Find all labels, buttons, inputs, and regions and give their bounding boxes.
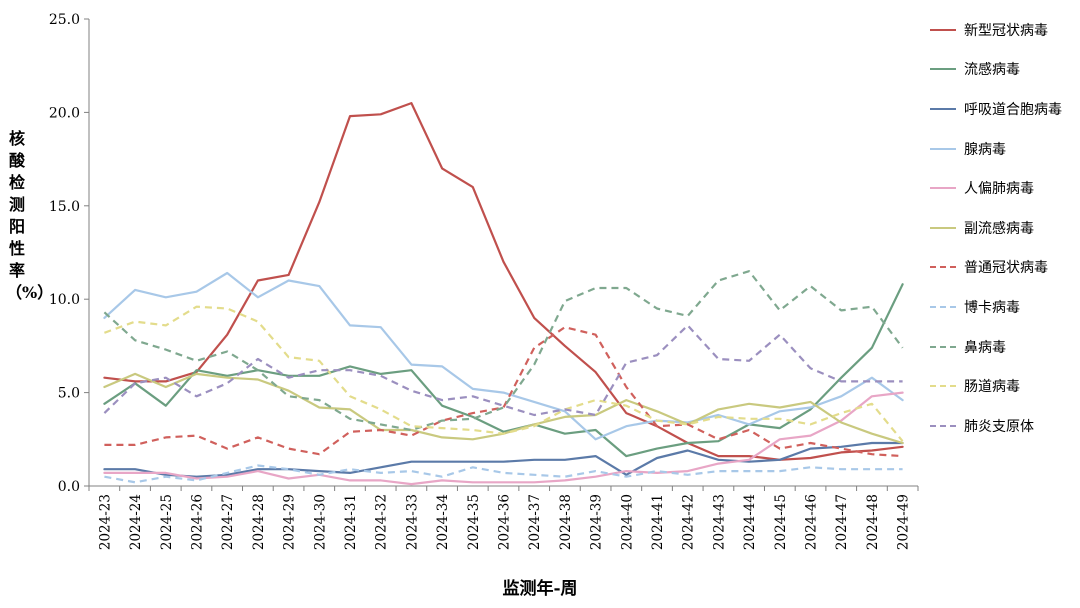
x-tick-label: 2024-27	[220, 494, 236, 550]
x-tick-label: 2024-46	[804, 494, 820, 550]
chart-series-lines	[103, 101, 904, 486]
legend-label: 肠道病毒	[964, 379, 1020, 396]
y-tick-label: 20.0	[49, 105, 80, 121]
legend-label: 呼吸道合胞病毒	[964, 101, 1062, 118]
legend-swatch	[930, 266, 956, 269]
legend-swatch	[930, 187, 956, 190]
legend-swatch	[930, 147, 956, 150]
legend-item: 普通冠状病毒	[930, 248, 1075, 288]
legend-item: 博卡病毒	[930, 287, 1075, 327]
legend-item: 呼吸道合胞病毒	[930, 89, 1075, 129]
legend-item: 流感病毒	[930, 50, 1075, 90]
x-tick-label: 2024-34	[435, 494, 451, 550]
y-tick-label: 5.0	[58, 386, 80, 402]
legend-label: 新型冠状病毒	[964, 22, 1048, 39]
x-tick-label: 2024-37	[527, 494, 543, 550]
legend-swatch	[930, 345, 956, 348]
x-tick-label: 2024-42	[681, 494, 697, 550]
series-line	[104, 464, 903, 484]
x-tick-label: 2024-49	[896, 494, 912, 550]
legend-swatch	[930, 68, 956, 71]
legend-label: 鼻病毒	[964, 339, 1006, 356]
series-line	[103, 283, 904, 458]
x-tick-label: 2024-33	[404, 494, 420, 550]
x-tick-label: 2024-38	[558, 494, 574, 550]
legend-label: 腺病毒	[964, 141, 1006, 158]
legend-swatch	[930, 107, 956, 110]
legend-item: 肠道病毒	[930, 366, 1075, 406]
legend-item: 肺炎支原体	[930, 406, 1075, 446]
x-tick-label: 2024-44	[742, 494, 758, 550]
series-line	[103, 270, 904, 432]
y-tick-label: 10.0	[49, 292, 80, 308]
x-tick-label: 2024-43	[711, 494, 727, 550]
series-line	[103, 391, 904, 486]
x-tick-label: 2024-47	[834, 494, 850, 550]
legend-swatch	[930, 424, 956, 427]
legend-swatch	[930, 28, 956, 31]
series-line	[104, 305, 904, 442]
x-tick-label: 2024-23	[97, 494, 113, 550]
series-line	[103, 441, 904, 478]
x-tick-label: 2024-48	[865, 494, 881, 550]
y-tick-label: 0.0	[58, 479, 80, 495]
x-tick-label: 2024-31	[343, 494, 359, 550]
x-tick-label: 2024-25	[159, 494, 175, 550]
x-tick-label: 2024-32	[374, 494, 390, 550]
legend-label: 副流感病毒	[964, 220, 1034, 237]
x-tick-label: 2024-39	[589, 494, 605, 550]
series-line	[103, 324, 903, 417]
x-tick-label: 2024-26	[189, 494, 205, 550]
x-tick-label: 2024-29	[282, 494, 298, 550]
legend-label: 人偏肺病毒	[964, 181, 1034, 198]
y-axis-label: 核酸检测阳性率（%）	[6, 129, 54, 302]
series-line	[103, 101, 904, 461]
x-tick-label: 2024-35	[466, 494, 482, 550]
x-tick-label: 2024-30	[312, 494, 328, 550]
legend-item: 腺病毒	[930, 129, 1075, 169]
legend-item: 新型冠状病毒	[930, 10, 1075, 50]
x-tick-label: 2024-24	[128, 494, 144, 550]
y-tick-label: 15.0	[49, 199, 80, 215]
legend-label: 博卡病毒	[964, 299, 1020, 316]
chart-axes: 0.0 5.0 10.0 15.0 20.0 25.0 2024-23 2024-24 2024…	[49, 12, 919, 550]
x-tick-label: 2024-36	[497, 494, 513, 550]
legend-label: 肺炎支原体	[964, 418, 1034, 435]
legend-label: 流感病毒	[964, 62, 1020, 79]
series-line	[104, 326, 903, 458]
x-tick-label: 2024-45	[773, 494, 789, 550]
legend-item: 鼻病毒	[930, 327, 1075, 367]
y-tick-label: 25.0	[49, 12, 80, 28]
x-tick-label: 2024-28	[251, 494, 267, 550]
series-line	[103, 271, 904, 441]
legend-item: 人偏肺病毒	[930, 168, 1075, 208]
x-tick-label: 2024-41	[650, 494, 666, 550]
legend-item: 副流感病毒	[930, 208, 1075, 248]
legend-swatch	[930, 226, 956, 229]
legend-label: 普通冠状病毒	[964, 260, 1048, 277]
legend-swatch	[930, 305, 956, 308]
chart-legend: 新型冠状病毒 流感病毒呼吸道合胞病毒 腺病毒人偏肺病毒副流感病毒普通冠状病毒 博卡病毒…	[930, 10, 1075, 446]
x-tick-label: 2024-40	[619, 494, 635, 550]
x-axis-label: 监测年-周	[502, 579, 578, 599]
legend-swatch	[930, 385, 956, 388]
